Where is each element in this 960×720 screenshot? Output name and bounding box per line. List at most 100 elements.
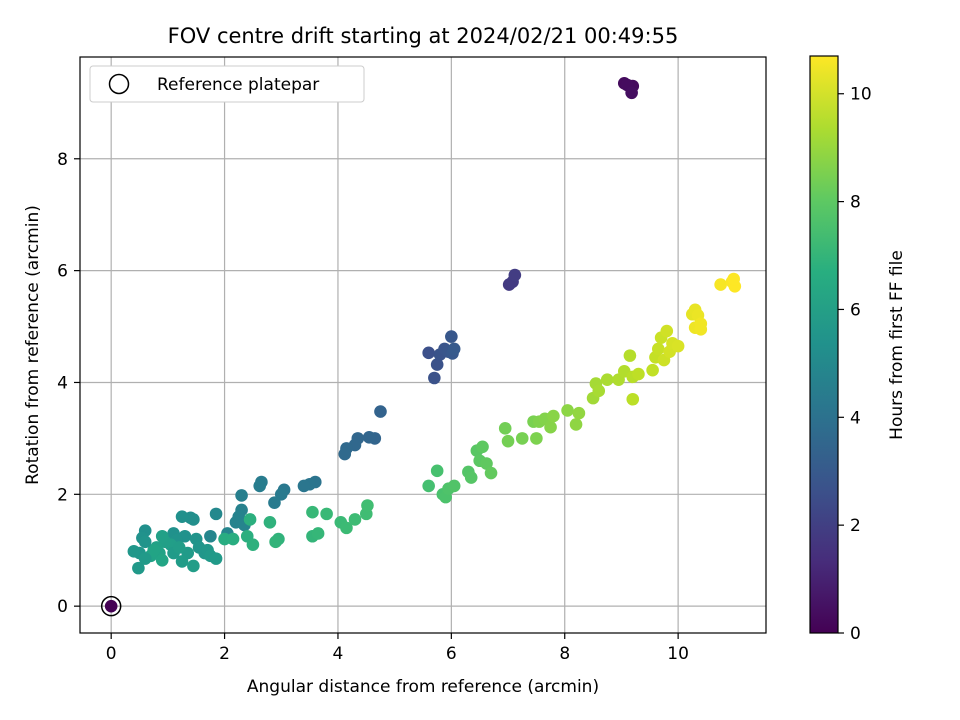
data-point <box>694 323 708 336</box>
data-point <box>422 346 435 360</box>
colorbar-ticks: 0 2 4 6 8 10 <box>838 85 872 644</box>
data-point <box>340 521 353 535</box>
x-axis-label: Angular distance from reference (arcmin) <box>247 677 599 697</box>
colorbar-tick-label: 4 <box>850 408 861 428</box>
colorbar-tick-label: 6 <box>850 300 861 320</box>
data-point <box>155 529 169 543</box>
data-point <box>132 561 145 575</box>
data-point <box>632 367 645 381</box>
x-tick-label: 4 <box>333 644 344 664</box>
data-point <box>569 418 583 431</box>
data-point <box>269 535 282 549</box>
data-point <box>155 554 169 567</box>
data-point <box>320 507 333 521</box>
data-point <box>428 371 441 385</box>
data-point <box>430 358 444 371</box>
data-point <box>235 489 248 502</box>
colorbar-tick-label: 0 <box>850 624 861 644</box>
data-point <box>547 409 560 423</box>
data-point <box>306 505 319 519</box>
data-point <box>311 527 325 540</box>
legend-marker-icon <box>108 73 130 95</box>
data-point <box>268 496 281 510</box>
data-point <box>625 86 638 100</box>
colorbar-tick-label: 8 <box>850 193 861 213</box>
data-point <box>646 363 659 377</box>
data-point <box>274 488 288 501</box>
data-point <box>175 510 189 523</box>
data-point <box>297 479 311 493</box>
data-points <box>104 76 742 613</box>
data-point <box>592 384 606 398</box>
x-tick-label: 8 <box>559 644 570 664</box>
data-point <box>138 552 152 565</box>
data-point <box>226 532 240 546</box>
data-point <box>651 342 665 356</box>
x-axis-ticks: 0 2 4 6 8 10 <box>106 633 689 664</box>
data-point <box>361 499 374 512</box>
data-point <box>209 507 223 521</box>
legend: Reference platepar <box>89 65 365 103</box>
data-point <box>626 392 640 406</box>
data-point <box>187 559 200 573</box>
data-point <box>671 339 685 353</box>
chart-title: FOV centre drift starting at 2024/02/21 … <box>168 24 679 48</box>
data-point <box>175 555 189 568</box>
colorbar-gradient <box>809 55 839 634</box>
data-point <box>172 541 186 554</box>
data-point <box>338 447 352 461</box>
data-point <box>348 513 362 526</box>
data-point <box>422 479 435 493</box>
data-point <box>572 406 586 420</box>
data-point <box>714 278 727 291</box>
data-point <box>374 405 387 418</box>
data-point <box>498 422 512 435</box>
colorbar-tick-label: 10 <box>850 85 872 105</box>
data-point <box>253 479 267 493</box>
data-point <box>544 420 557 434</box>
x-tick-label: 0 <box>106 644 117 664</box>
reference-marker <box>100 595 122 617</box>
data-point <box>445 330 458 343</box>
plot-area-frame <box>79 56 767 634</box>
x-tick-label: 2 <box>219 644 230 664</box>
data-point <box>530 432 543 445</box>
x-tick-label: 6 <box>446 644 457 664</box>
data-point <box>138 535 152 549</box>
data-point <box>246 538 260 551</box>
data-point <box>362 430 376 444</box>
data-point <box>447 479 461 493</box>
x-tick-label: 10 <box>667 644 689 664</box>
data-point <box>484 466 498 480</box>
y-tick-label: 4 <box>57 373 68 393</box>
data-point <box>600 373 614 386</box>
data-point <box>127 545 141 558</box>
data-point <box>204 529 217 543</box>
data-point <box>515 432 529 445</box>
colorbar: 0 2 4 6 8 10 Hours from first FF file <box>809 55 907 644</box>
data-point <box>147 543 161 557</box>
legend-label: Reference platepar <box>157 75 319 95</box>
data-point <box>660 324 674 338</box>
data-point <box>187 513 200 526</box>
data-point <box>209 552 223 565</box>
y-tick-label: 6 <box>57 262 68 282</box>
data-point <box>727 272 740 286</box>
y-axis-label: Rotation from reference (arcmin) <box>23 205 43 485</box>
data-point <box>447 342 461 356</box>
data-point <box>501 434 515 448</box>
data-point <box>104 599 118 613</box>
y-tick-label: 8 <box>57 150 68 170</box>
data-point <box>476 440 489 454</box>
data-point <box>623 349 637 362</box>
data-point <box>508 268 522 282</box>
data-point <box>243 513 257 526</box>
colorbar-tick-label: 2 <box>850 516 861 536</box>
y-tick-label: 2 <box>57 485 68 505</box>
data-point <box>561 404 574 417</box>
data-point <box>263 515 277 529</box>
legend-box <box>89 65 365 103</box>
data-point <box>480 457 493 470</box>
data-point <box>430 464 444 478</box>
